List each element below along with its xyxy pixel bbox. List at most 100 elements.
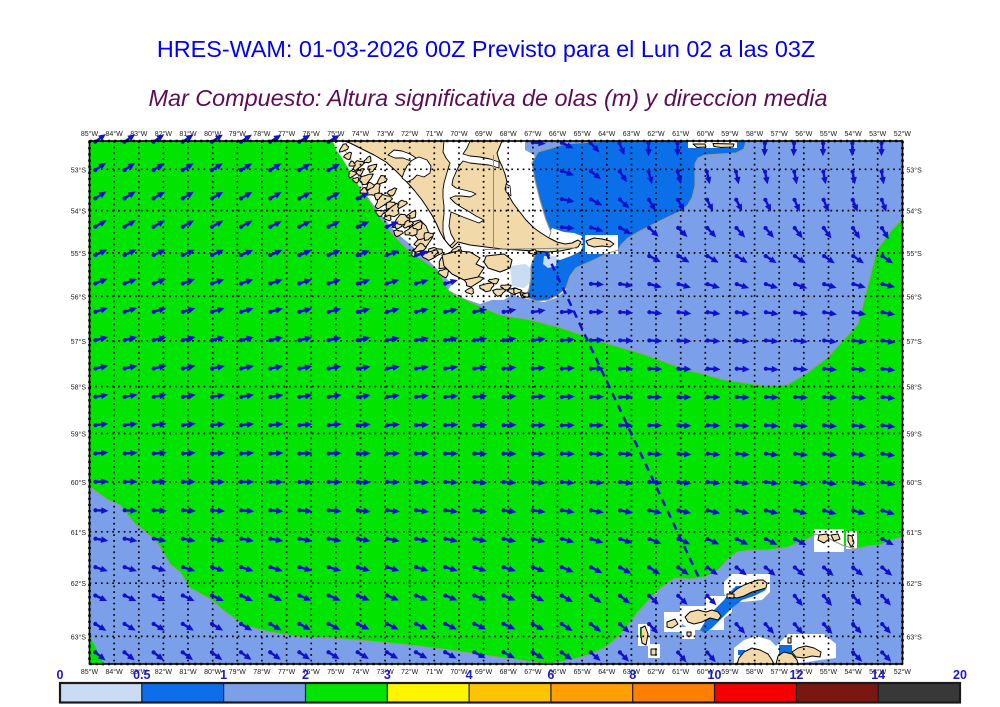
svg-text:1: 1	[220, 668, 227, 682]
svg-text:69°W: 69°W	[475, 668, 493, 676]
svg-text:Mar Compuesto: Altura signific: Mar Compuesto: Altura significativa de o…	[148, 85, 827, 111]
svg-text:53°S: 53°S	[71, 166, 87, 174]
svg-text:52°W: 52°W	[894, 668, 912, 676]
svg-text:75°W: 75°W	[327, 668, 345, 676]
svg-text:60°W: 60°W	[697, 130, 715, 138]
svg-text:80°W: 80°W	[204, 668, 222, 676]
svg-text:56°S: 56°S	[71, 293, 87, 301]
svg-text:72°W: 72°W	[401, 130, 419, 138]
svg-text:67°W: 67°W	[524, 130, 542, 138]
svg-text:12: 12	[789, 668, 803, 682]
svg-text:74°W: 74°W	[352, 668, 370, 676]
svg-text:71°W: 71°W	[426, 668, 444, 676]
svg-text:55°W: 55°W	[820, 668, 838, 676]
svg-text:20: 20	[953, 668, 967, 682]
svg-text:62°S: 62°S	[907, 580, 923, 588]
svg-text:55°S: 55°S	[71, 250, 87, 258]
svg-text:57°W: 57°W	[771, 130, 789, 138]
svg-text:53°S: 53°S	[907, 166, 923, 174]
svg-text:79°W: 79°W	[229, 668, 247, 676]
svg-text:77°W: 77°W	[278, 130, 296, 138]
svg-text:56°W: 56°W	[795, 668, 813, 676]
svg-text:63°W: 63°W	[623, 668, 641, 676]
svg-text:59°W: 59°W	[721, 130, 739, 138]
svg-text:82°W: 82°W	[155, 668, 173, 676]
svg-text:68°W: 68°W	[500, 668, 518, 676]
svg-text:65°W: 65°W	[573, 130, 591, 138]
svg-text:59°S: 59°S	[907, 431, 923, 439]
svg-text:54°S: 54°S	[907, 208, 923, 216]
svg-text:58°S: 58°S	[71, 384, 87, 392]
svg-text:83°W: 83°W	[130, 130, 148, 138]
svg-text:10: 10	[708, 668, 722, 682]
svg-text:55°S: 55°S	[907, 250, 923, 258]
svg-text:61°W: 61°W	[672, 668, 690, 676]
svg-text:61°S: 61°S	[907, 529, 923, 537]
svg-text:64°W: 64°W	[598, 668, 616, 676]
svg-text:72°W: 72°W	[401, 668, 419, 676]
svg-text:75°W: 75°W	[327, 130, 345, 138]
svg-text:57°W: 57°W	[771, 668, 789, 676]
svg-text:81°W: 81°W	[179, 668, 197, 676]
svg-text:70°W: 70°W	[450, 130, 468, 138]
svg-text:8: 8	[629, 668, 636, 682]
svg-text:67°W: 67°W	[524, 668, 542, 676]
svg-text:HRES-WAM: 01-03-2026 00Z Previ: HRES-WAM: 01-03-2026 00Z Previsto para e…	[157, 36, 815, 62]
svg-text:60°W: 60°W	[697, 668, 715, 676]
svg-text:74°W: 74°W	[352, 130, 370, 138]
svg-text:80°W: 80°W	[204, 130, 222, 138]
svg-text:54°S: 54°S	[71, 208, 87, 216]
svg-text:85°W: 85°W	[81, 130, 99, 138]
svg-text:59°S: 59°S	[71, 431, 87, 439]
svg-text:56°W: 56°W	[795, 130, 813, 138]
svg-text:63°S: 63°S	[71, 633, 87, 641]
svg-text:70°W: 70°W	[450, 668, 468, 676]
svg-text:63°W: 63°W	[623, 130, 641, 138]
svg-text:4: 4	[466, 668, 473, 682]
svg-text:61°W: 61°W	[672, 130, 690, 138]
svg-text:62°S: 62°S	[71, 580, 87, 588]
svg-text:76°W: 76°W	[303, 668, 321, 676]
svg-text:62°W: 62°W	[647, 130, 665, 138]
svg-text:60°S: 60°S	[907, 479, 923, 487]
svg-text:58°S: 58°S	[907, 384, 923, 392]
svg-text:69°W: 69°W	[475, 130, 493, 138]
svg-text:14: 14	[871, 668, 885, 682]
svg-text:78°W: 78°W	[253, 130, 271, 138]
svg-text:60°S: 60°S	[71, 479, 87, 487]
svg-text:55°W: 55°W	[820, 130, 838, 138]
svg-text:54°W: 54°W	[844, 668, 862, 676]
svg-text:58°W: 58°W	[746, 668, 764, 676]
svg-text:58°W: 58°W	[746, 130, 764, 138]
svg-text:63°S: 63°S	[907, 633, 923, 641]
svg-text:76°W: 76°W	[303, 130, 321, 138]
svg-text:81°W: 81°W	[179, 130, 197, 138]
svg-text:0: 0	[57, 668, 64, 682]
svg-text:68°W: 68°W	[500, 130, 518, 138]
svg-text:79°W: 79°W	[229, 130, 247, 138]
svg-text:73°W: 73°W	[376, 668, 394, 676]
svg-text:84°W: 84°W	[105, 668, 123, 676]
svg-text:52°W: 52°W	[894, 130, 912, 138]
svg-text:78°W: 78°W	[253, 668, 271, 676]
svg-text:77°W: 77°W	[278, 668, 296, 676]
svg-text:2: 2	[302, 668, 309, 682]
svg-text:83°W: 83°W	[130, 668, 148, 676]
svg-text:71°W: 71°W	[426, 130, 444, 138]
svg-text:65°W: 65°W	[573, 668, 591, 676]
svg-text:59°W: 59°W	[721, 668, 739, 676]
svg-text:56°S: 56°S	[907, 293, 923, 301]
svg-text:85°W: 85°W	[81, 668, 99, 676]
svg-text:53°W: 53°W	[869, 130, 887, 138]
svg-text:53°W: 53°W	[869, 668, 887, 676]
svg-text:0.5: 0.5	[133, 668, 150, 682]
svg-text:82°W: 82°W	[155, 130, 173, 138]
svg-text:66°W: 66°W	[549, 668, 567, 676]
svg-text:62°W: 62°W	[647, 668, 665, 676]
svg-text:57°S: 57°S	[71, 338, 87, 346]
svg-text:6: 6	[547, 668, 554, 682]
svg-text:84°W: 84°W	[105, 130, 123, 138]
svg-text:61°S: 61°S	[71, 529, 87, 537]
svg-text:3: 3	[384, 668, 391, 682]
svg-text:66°W: 66°W	[549, 130, 567, 138]
